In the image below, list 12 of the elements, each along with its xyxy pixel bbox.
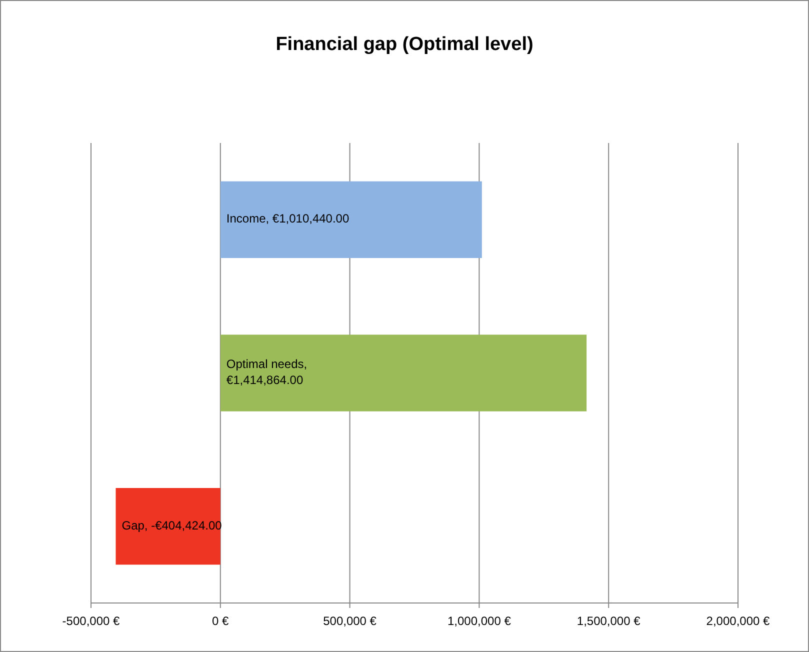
x-tick-label: 0 € [212,614,230,628]
bar [116,488,220,565]
x-tick-label: 1,500,000 € [576,614,641,628]
x-tick-label: 1,000,000 € [447,614,512,628]
bar [220,181,482,258]
x-tick-label: -500,000 € [62,614,120,628]
data-label: Income, €1,010,440.00 [226,212,350,226]
x-tick-label: 2,000,000 € [706,614,770,628]
x-tick-label: 500,000 € [323,614,377,628]
bar [220,334,587,412]
data-label: Optimal needs, €1,414,864.00 [226,357,308,388]
chart-title: Financial gap (Optimal level) [276,34,534,55]
